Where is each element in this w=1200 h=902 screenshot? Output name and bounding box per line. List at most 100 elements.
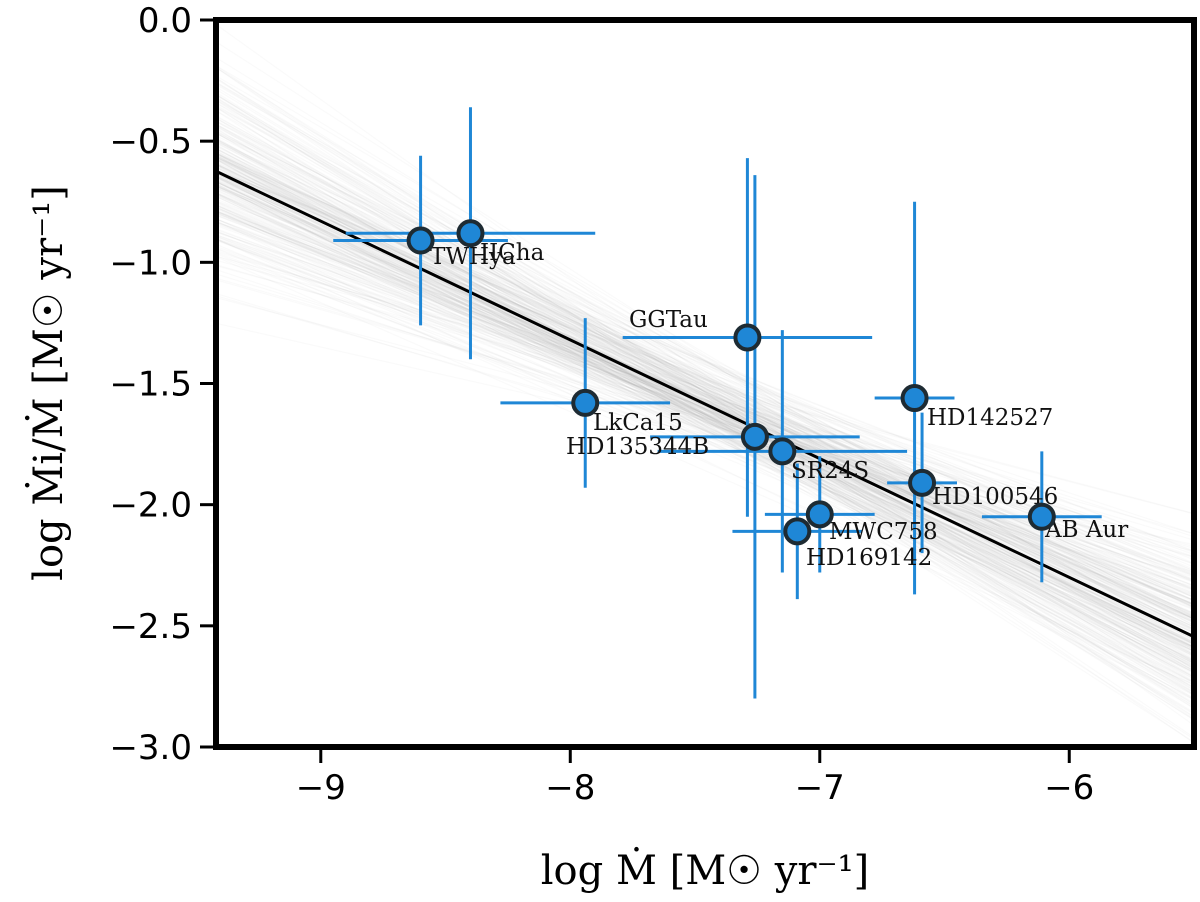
data-point: [740, 422, 769, 451]
posterior-sample-line: [216, 115, 1194, 644]
posterior-sample-line: [216, 174, 1194, 648]
best-fit-line: [216, 169, 1194, 639]
posterior-sample-line: [216, 207, 1194, 622]
posterior-sample-line: [216, 169, 1194, 573]
posterior-sample-line: [216, 115, 1194, 670]
posterior-sample-line: [216, 211, 1194, 605]
point-label: AB Aur: [1044, 517, 1128, 543]
point-label: TWHya: [430, 244, 516, 270]
posterior-sample-line: [216, 141, 1194, 679]
posterior-sample-line: [216, 192, 1194, 644]
posterior-sample-line: [216, 184, 1194, 673]
posterior-sample-line: [216, 152, 1194, 608]
posterior-sample-line: [216, 102, 1194, 696]
posterior-sample-line: [216, 158, 1194, 688]
posterior-sample-line: [216, 175, 1194, 628]
posterior-sample-line: [216, 192, 1194, 668]
posterior-sample-line: [216, 269, 1194, 591]
posterior-sample-line: [216, 67, 1194, 718]
posterior-sample-line: [216, 158, 1194, 680]
posterior-sample-line: [216, 175, 1194, 645]
posterior-sample-line: [216, 138, 1194, 650]
posterior-sample-line: [216, 94, 1194, 700]
posterior-sample-line: [216, 172, 1194, 646]
posterior-sample-line: [216, 96, 1194, 721]
posterior-sample-line: [216, 147, 1194, 683]
posterior-sample-line: [216, 204, 1194, 592]
posterior-sample-line: [216, 155, 1194, 608]
posterior-sample-line: [216, 156, 1194, 671]
data-point: [456, 219, 485, 248]
posterior-sample-line: [216, 123, 1194, 651]
posterior-sample-line: [216, 174, 1194, 688]
posterior-sample-line: [216, 139, 1194, 665]
posterior-sample-line: [216, 77, 1194, 709]
point-label: SR24S: [791, 458, 869, 484]
posterior-sample-line: [216, 88, 1194, 682]
posterior-sample-line: [216, 135, 1194, 622]
posterior-sample-line: [216, 161, 1194, 603]
posterior-sample-line: [216, 252, 1194, 610]
posterior-sample-line: [216, 121, 1194, 618]
posterior-sample-line: [216, 146, 1194, 638]
posterior-sample-line: [216, 99, 1194, 620]
posterior-sample-line: [216, 169, 1194, 561]
posterior-sample-line: [216, 206, 1194, 606]
posterior-sample-line: [216, 100, 1194, 678]
posterior-sample-line: [216, 210, 1194, 535]
posterior-sample-line: [216, 235, 1194, 648]
posterior-sample-line: [216, 175, 1194, 643]
posterior-sample-line: [216, 128, 1194, 707]
posterior-sample-line: [216, 179, 1194, 650]
posterior-sample-line: [216, 169, 1194, 564]
posterior-sample-line: [216, 117, 1194, 709]
posterior-sample-line: [216, 221, 1194, 622]
posterior-sample-line: [216, 104, 1194, 680]
posterior-sample-line: [216, 23, 1194, 726]
posterior-sample-line: [216, 196, 1194, 637]
posterior-sample-line: [216, 176, 1194, 623]
posterior-sample-line: [216, 117, 1194, 655]
posterior-sample-line: [216, 182, 1194, 656]
posterior-sample-line: [216, 138, 1194, 639]
posterior-sample-line: [216, 138, 1194, 660]
posterior-sample-line: [216, 65, 1194, 720]
posterior-sample-line: [216, 105, 1194, 617]
posterior-sample-line: [216, 193, 1194, 651]
y-tick-label: −1.5: [109, 365, 192, 405]
posterior-sample-line: [216, 214, 1194, 565]
posterior-sample-line: [216, 173, 1194, 645]
posterior-sample-line: [216, 204, 1194, 656]
posterior-sample-line: [216, 228, 1194, 594]
data-point: [908, 468, 937, 497]
posterior-sample-line: [216, 170, 1194, 606]
posterior-sample-line: [216, 177, 1194, 646]
posterior-sample-line: [216, 234, 1194, 606]
y-tick-label: −0.5: [109, 122, 192, 162]
posterior-sample-line: [216, 253, 1194, 633]
posterior-sample-line: [216, 152, 1194, 602]
posterior-sample-line: [216, 233, 1194, 598]
y-tick-label: −2.5: [109, 607, 192, 647]
posterior-sample-line: [216, 173, 1194, 598]
posterior-sample-line: [216, 256, 1194, 686]
y-axis-ticks: 0.0 −0.5 −1.0 −1.5 −2.0 −2.5 −3.0: [109, 1, 213, 768]
posterior-sample-line: [216, 180, 1194, 640]
posterior-sample-line: [216, 84, 1194, 638]
posterior-sample-line: [216, 239, 1194, 597]
posterior-sample-line: [216, 142, 1194, 606]
x-axis-ticks: −9 −8 −7 −6: [296, 750, 1094, 808]
posterior-sample-line: [216, 220, 1194, 605]
posterior-sample-line: [216, 204, 1194, 614]
posterior-sample-line: [216, 247, 1194, 652]
point-label: MWC758: [829, 519, 938, 545]
posterior-sample-line: [216, 200, 1194, 554]
posterior-sample-line: [216, 218, 1194, 620]
data-point: [805, 500, 834, 529]
posterior-sample-line: [216, 168, 1194, 609]
posterior-sample-line: [216, 120, 1194, 630]
posterior-sample-line: [216, 218, 1194, 610]
y-tick-label: −3.0: [109, 728, 192, 768]
posterior-sample-line: [216, 106, 1194, 626]
posterior-sample-line: [216, 180, 1194, 649]
